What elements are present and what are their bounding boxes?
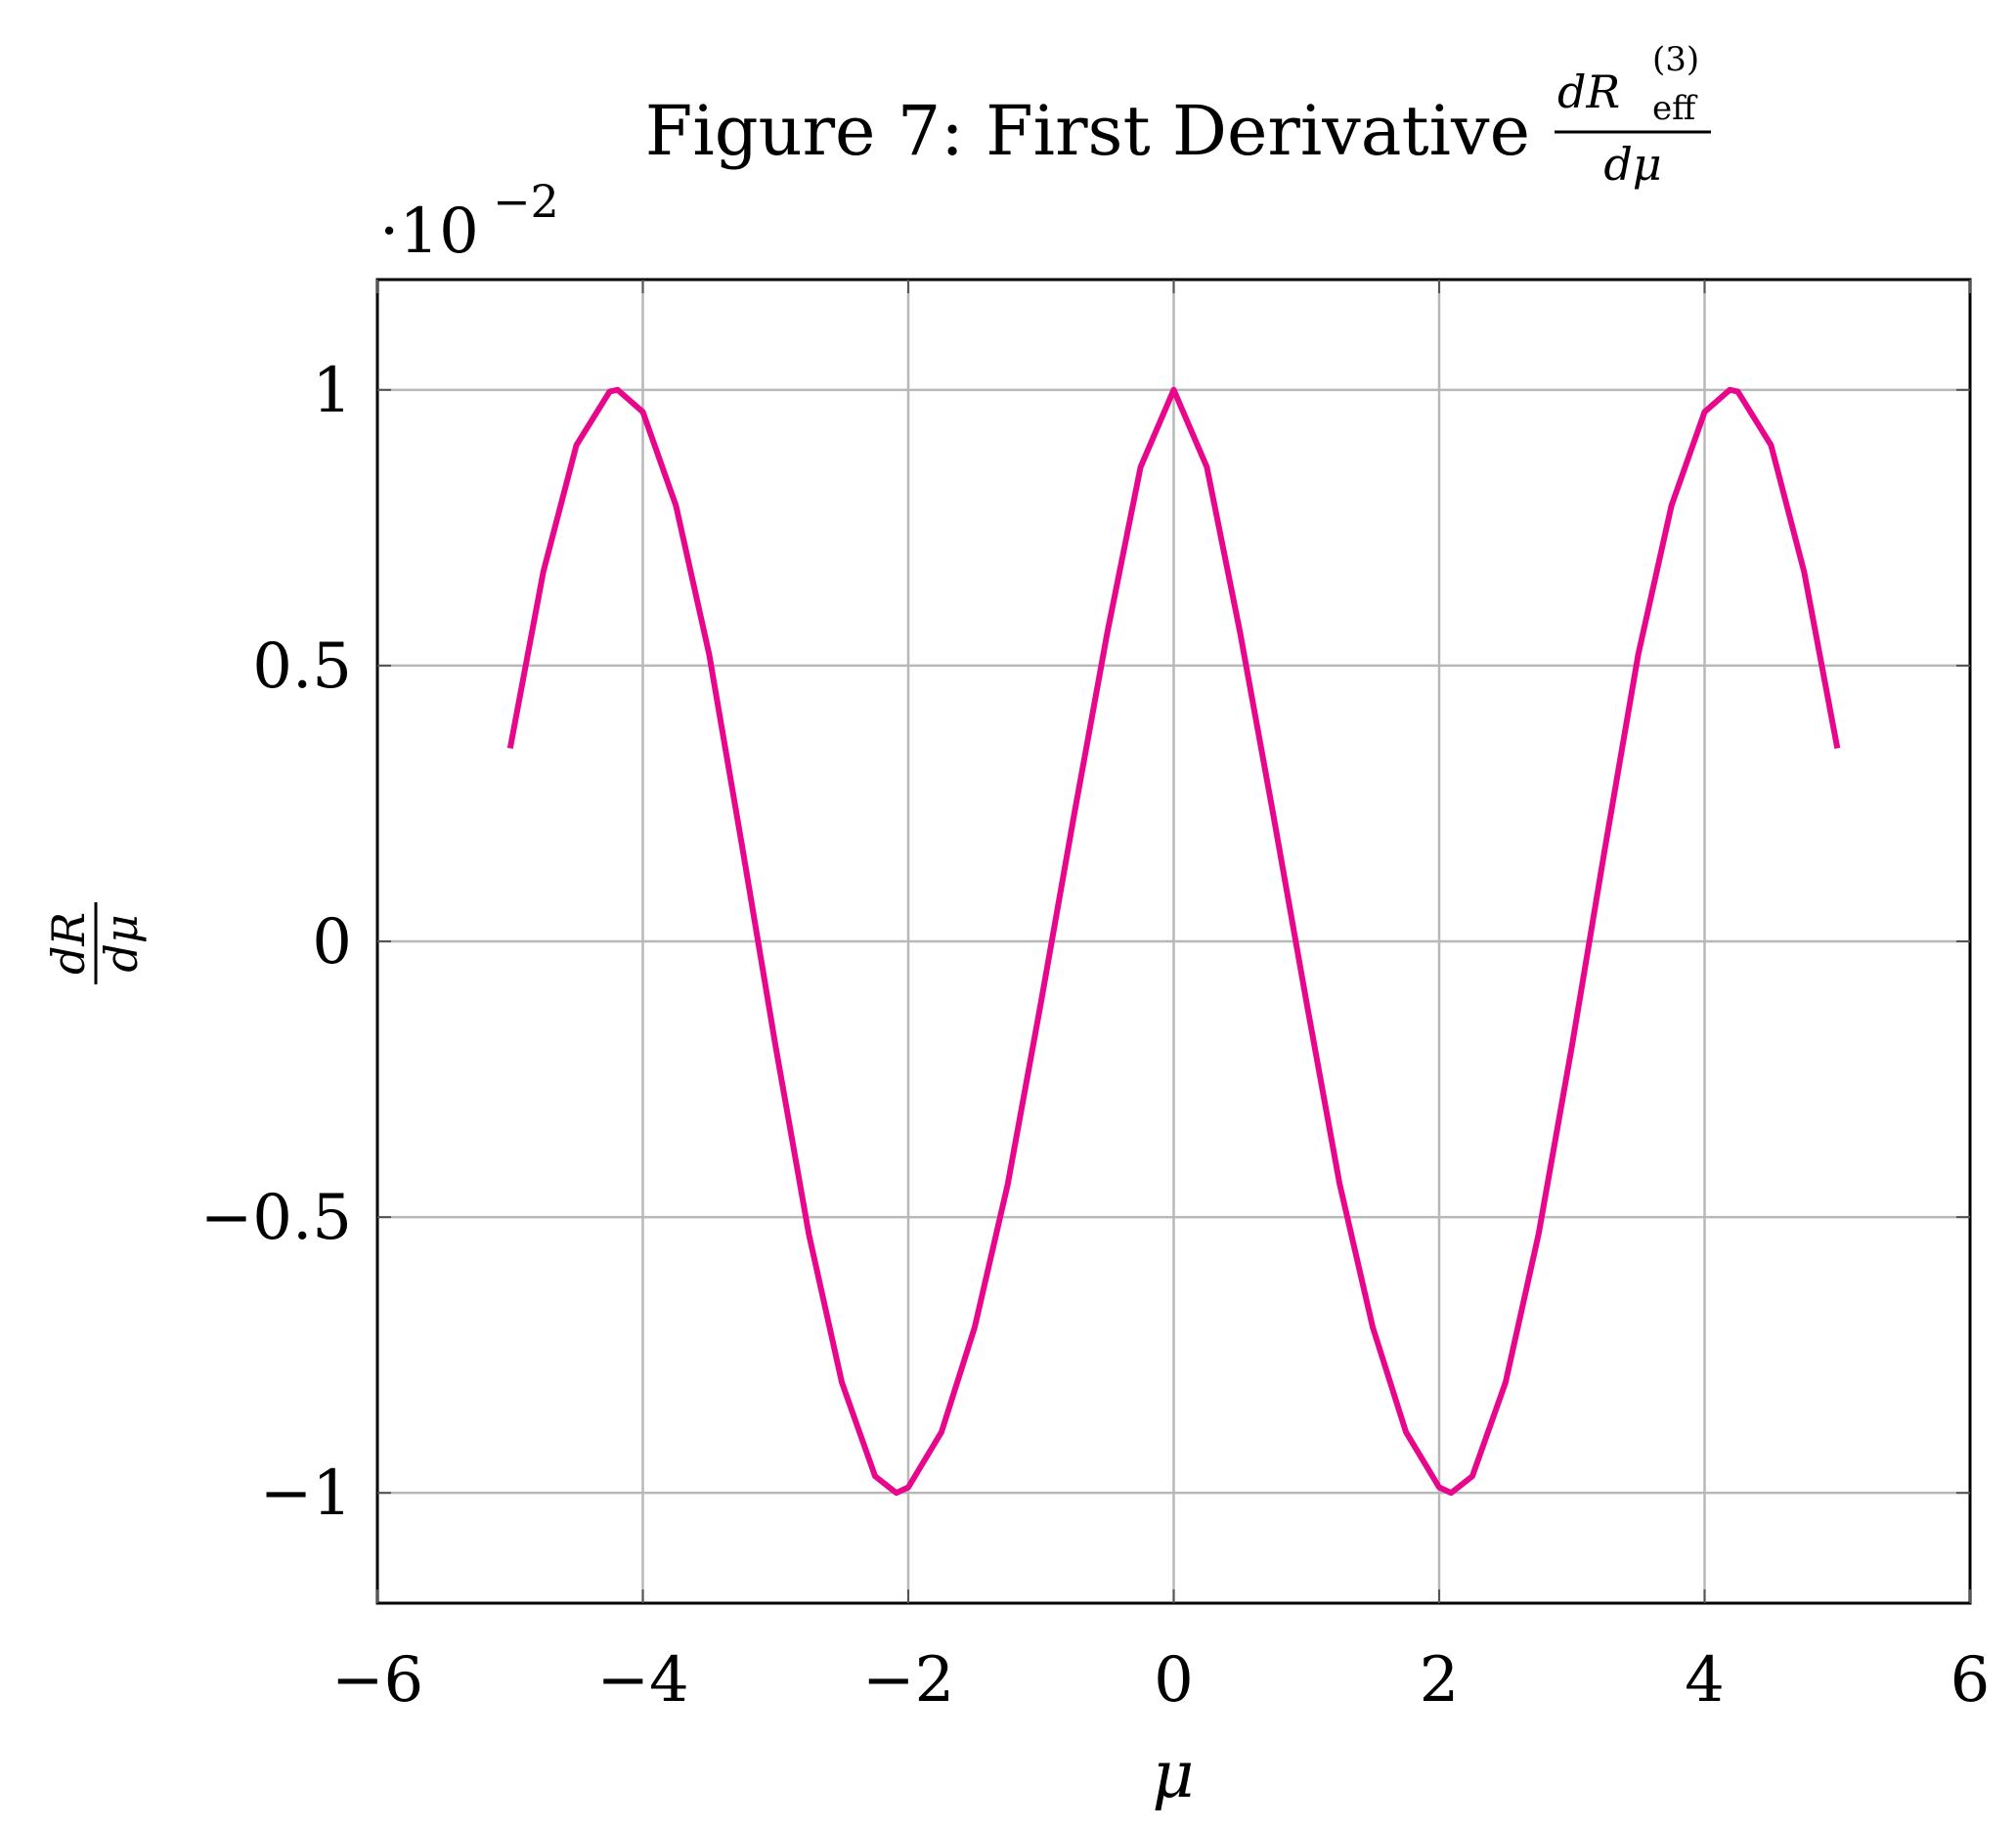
x-axis-label: μ [1153,1737,1195,1812]
y-tick-label: 1 [312,355,352,427]
axis-ticks [376,280,1971,1603]
y-tick-labels: −1 −0.5 0 0.5 1 [200,355,352,1530]
multiplier-exponent: −2 [493,175,559,228]
y-tick-label: −0.5 [200,1182,352,1254]
x-tick-label: 6 [1950,1644,1991,1717]
ylabel-denominator: dμ [95,914,148,972]
y-tick-label: −1 [260,1458,352,1530]
x-tick-label: 4 [1685,1644,1725,1717]
title-text: Figure 7: First Derivative [645,91,1530,171]
x-tick-label: 2 [1420,1644,1460,1717]
x-tick-label: −4 [596,1644,688,1717]
y-scale-multiplier: ·10 −2 [379,175,559,268]
title-frac-superscript: (3) [1652,40,1699,79]
x-tick-label: −2 [862,1644,954,1717]
title-frac-subscript: eff [1652,89,1698,128]
y-tick-label: 0 [312,906,352,979]
multiplier-base: ·10 [379,196,479,268]
series-line [506,386,1841,1497]
chart-title: Figure 7: First Derivative dR (3) eff dμ [645,40,1711,191]
title-frac-denominator: dμ [1603,138,1661,191]
x-tick-labels: −6 −4 −2 0 2 4 6 [331,1644,1991,1717]
title-frac-numerator: dR [1557,65,1620,118]
x-tick-label: −6 [331,1644,423,1717]
y-tick-label: 0.5 [252,631,352,703]
y-axis-label: dR dμ [42,902,148,984]
ylabel-numerator: dR [42,912,95,975]
x-tick-label: 0 [1154,1644,1194,1717]
grid [377,280,1970,1603]
